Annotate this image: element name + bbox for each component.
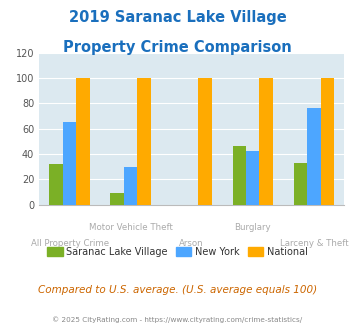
Text: Property Crime Comparison: Property Crime Comparison xyxy=(63,40,292,54)
Text: Arson: Arson xyxy=(179,239,204,248)
Text: All Property Crime: All Property Crime xyxy=(31,239,109,248)
Bar xyxy=(260,78,273,205)
Bar xyxy=(137,78,151,205)
Text: 2019 Saranac Lake Village: 2019 Saranac Lake Village xyxy=(69,10,286,25)
Bar xyxy=(307,109,321,205)
Text: Burglary: Burglary xyxy=(234,223,271,232)
Bar xyxy=(198,78,212,205)
Text: Motor Vehicle Theft: Motor Vehicle Theft xyxy=(89,223,173,232)
Bar xyxy=(124,167,137,205)
Text: Larceny & Theft: Larceny & Theft xyxy=(279,239,348,248)
Text: Compared to U.S. average. (U.S. average equals 100): Compared to U.S. average. (U.S. average … xyxy=(38,285,317,295)
Bar xyxy=(246,151,260,205)
Bar xyxy=(110,193,124,205)
Legend: Saranac Lake Village, New York, National: Saranac Lake Village, New York, National xyxy=(43,243,312,261)
Bar xyxy=(233,147,246,205)
Bar xyxy=(63,122,76,205)
Bar xyxy=(49,164,63,205)
Text: © 2025 CityRating.com - https://www.cityrating.com/crime-statistics/: © 2025 CityRating.com - https://www.city… xyxy=(53,317,302,323)
Bar xyxy=(76,78,90,205)
Bar xyxy=(294,163,307,205)
Bar xyxy=(321,78,334,205)
